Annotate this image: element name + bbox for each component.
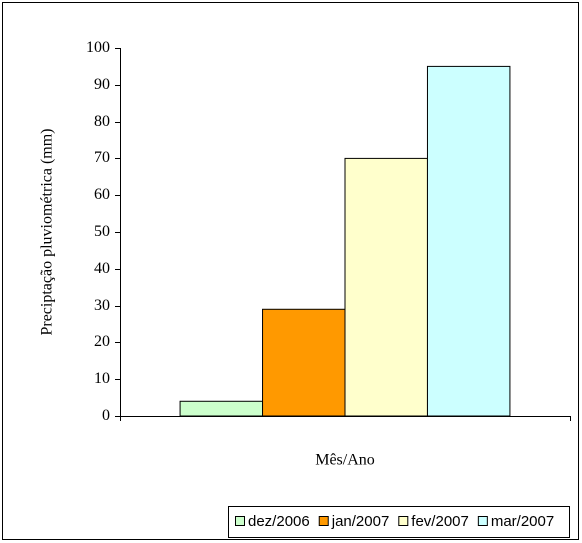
x-axis-title: Mês/Ano [315, 452, 375, 469]
bar [262, 308, 346, 417]
y-tick-label: 90 [94, 76, 110, 93]
legend-label: fev/2007 [411, 513, 469, 530]
legend-swatch [235, 516, 245, 526]
y-tick-label: 60 [94, 186, 110, 203]
legend-swatch [318, 516, 329, 526]
y-tick-label: 50 [94, 223, 110, 240]
y-tick-label: 20 [94, 333, 110, 350]
y-tick-label: 80 [94, 113, 110, 130]
bar [179, 400, 264, 417]
legend-label: jan/2007 [331, 513, 390, 530]
y-tick-label: 0 [102, 407, 110, 424]
legend: dez/2006 jan/2007 fev/2007 mar/2007 [228, 506, 570, 538]
y-tick-label: 70 [94, 149, 110, 166]
y-axis-title: Preciptação pluviométrica (mm) [39, 128, 56, 335]
bar [344, 157, 428, 417]
legend-label: dez/2006 [248, 513, 310, 530]
legend-swatch [477, 516, 488, 526]
y-tick-label: 40 [94, 260, 110, 277]
y-tick-label: 10 [94, 370, 110, 387]
y-tick-label: 100 [86, 39, 110, 56]
bar [426, 65, 511, 417]
legend-label: mar/2007 [491, 513, 554, 530]
y-tick-label: 30 [94, 297, 110, 314]
legend-swatch [398, 516, 409, 526]
